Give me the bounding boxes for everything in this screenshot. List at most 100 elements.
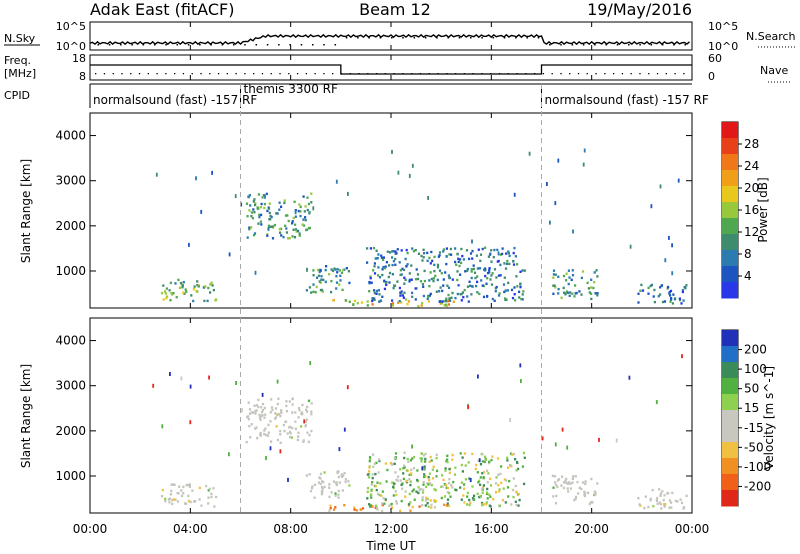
echo-cell [461, 470, 464, 473]
echo-cell [680, 501, 684, 505]
echo-cell [437, 255, 440, 258]
echo-cell [679, 498, 682, 501]
echo-cell [380, 254, 383, 257]
echo-cell [419, 457, 422, 460]
echo-cell [288, 426, 291, 429]
noise-search-point [323, 44, 325, 46]
echo-cell [285, 400, 288, 403]
echo-cell [254, 427, 257, 430]
echo-cell [514, 500, 517, 503]
echo-cell [680, 302, 683, 305]
echo-cell [629, 244, 632, 249]
echo-cell [593, 281, 596, 284]
echo-cell [274, 407, 278, 410]
echo-cell [308, 211, 311, 214]
echo-cell [185, 290, 188, 293]
echo-cell [523, 456, 526, 459]
echo-cell [443, 503, 446, 506]
echo-cell [265, 433, 268, 437]
echo-cell [583, 494, 586, 498]
echo-cell [417, 305, 420, 308]
echo-cell [521, 293, 524, 296]
echo-cell [384, 498, 387, 501]
echo-cell [335, 287, 338, 290]
echo-cell [378, 276, 382, 279]
echo-cell [428, 285, 431, 288]
echo-cell [637, 292, 640, 295]
echo-cell [207, 502, 210, 505]
echo-cell [304, 216, 307, 219]
echo-cell [254, 412, 257, 415]
echo-cell [339, 274, 342, 277]
echo-cell [430, 483, 433, 487]
noise-search-point [334, 44, 337, 46]
echo-cell [451, 453, 454, 457]
echo-cell [571, 269, 574, 272]
echo-cell [484, 274, 487, 278]
noise-search-point [628, 44, 630, 46]
echo-cell [253, 198, 256, 201]
nave-point [639, 73, 641, 75]
echo-cell [381, 295, 384, 298]
colorbar-tick-label: 4 [744, 269, 752, 283]
echo-cell [163, 290, 167, 293]
echo-cell [263, 429, 266, 432]
time-axis-ticks: 00:00 04:00 08:00 12:00 16:00 20:00 00:00 [73, 22, 709, 536]
noise-sky-line [89, 33, 690, 46]
echo-cell [297, 416, 300, 419]
echo-cell [512, 495, 515, 499]
echo-cell [668, 506, 671, 509]
echo-cell [583, 148, 586, 153]
echo-cell [432, 277, 435, 280]
echo-cell [384, 265, 387, 268]
echo-cell [500, 465, 503, 468]
nave-point [156, 73, 158, 75]
colorbar-tick-label: 24 [744, 159, 759, 173]
echo-cell [321, 487, 324, 490]
echo-cell [446, 300, 449, 303]
echo-cell [446, 486, 449, 490]
echo-cell [353, 299, 357, 303]
echo-cell [271, 237, 275, 240]
echo-cell [672, 293, 675, 296]
echo-cell [596, 482, 599, 485]
echo-cell [324, 268, 327, 272]
cpid-segment-label: normalsound (fast) -157 RF [545, 93, 709, 107]
echo-cell [449, 299, 452, 302]
echo-cell [448, 297, 451, 300]
echo-cell [378, 458, 381, 461]
echo-cell [506, 486, 510, 489]
echo-cell [436, 278, 439, 282]
echo-cell [192, 500, 196, 503]
echo-cell [580, 276, 583, 280]
echo-cell [280, 409, 283, 412]
echo-cell [454, 247, 457, 250]
echo-cell [498, 504, 501, 507]
echo-cell [515, 460, 519, 464]
echo-cell [440, 301, 443, 305]
echo-cell [402, 268, 406, 272]
echo-cell [259, 206, 262, 209]
echo-cell [674, 499, 677, 503]
echo-cell [464, 478, 467, 481]
echo-cell [373, 265, 376, 268]
echo-cell [307, 202, 310, 206]
echo-cell [267, 431, 270, 434]
echo-cell [399, 273, 402, 277]
nave-point [270, 73, 272, 75]
echo-cell [377, 253, 380, 256]
nave-point [323, 73, 325, 75]
echo-cell [501, 499, 504, 502]
echo-cell [307, 399, 311, 402]
echo-cell [308, 286, 311, 289]
echo-cell [442, 284, 445, 287]
echo-cell [396, 248, 399, 251]
echo-cell [460, 498, 463, 501]
echo-cell [191, 489, 194, 492]
echo-cell [663, 505, 666, 508]
echo-cell [563, 481, 566, 484]
echo-cell [514, 484, 517, 488]
echo-cell [449, 247, 452, 251]
echo-cell [431, 259, 434, 263]
